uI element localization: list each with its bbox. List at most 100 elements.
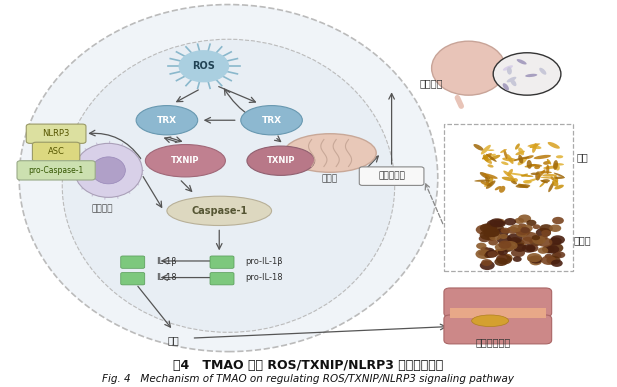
Circle shape	[495, 228, 509, 237]
Ellipse shape	[543, 161, 550, 165]
Circle shape	[529, 255, 543, 264]
Circle shape	[483, 231, 494, 238]
Ellipse shape	[536, 171, 540, 181]
Circle shape	[532, 224, 540, 229]
Circle shape	[518, 214, 531, 223]
Ellipse shape	[529, 145, 542, 149]
Circle shape	[509, 237, 521, 245]
Ellipse shape	[502, 158, 516, 161]
Circle shape	[476, 249, 491, 259]
Circle shape	[487, 251, 497, 257]
Ellipse shape	[511, 180, 517, 184]
Ellipse shape	[531, 173, 539, 175]
Circle shape	[520, 227, 530, 233]
Circle shape	[500, 244, 513, 252]
Circle shape	[529, 258, 542, 265]
Ellipse shape	[553, 160, 558, 170]
Text: TRX: TRX	[262, 116, 281, 125]
Ellipse shape	[518, 183, 524, 187]
Ellipse shape	[540, 180, 548, 183]
Ellipse shape	[486, 154, 497, 162]
Circle shape	[480, 261, 495, 270]
Ellipse shape	[471, 315, 508, 327]
Circle shape	[527, 253, 542, 262]
Circle shape	[495, 221, 506, 227]
Ellipse shape	[524, 164, 536, 168]
Circle shape	[179, 51, 228, 82]
Text: TXNIP: TXNIP	[267, 156, 295, 165]
Ellipse shape	[483, 154, 489, 162]
Text: TXNIP: TXNIP	[171, 156, 200, 165]
Ellipse shape	[482, 153, 492, 159]
Circle shape	[522, 244, 536, 253]
Ellipse shape	[556, 155, 563, 158]
Circle shape	[494, 249, 502, 255]
Circle shape	[491, 224, 504, 233]
Ellipse shape	[489, 181, 494, 186]
Ellipse shape	[515, 151, 525, 155]
Text: pro-IL-1β: pro-IL-1β	[246, 257, 283, 266]
Circle shape	[500, 228, 510, 234]
Circle shape	[547, 243, 563, 253]
Text: Caspase-1: Caspase-1	[191, 206, 247, 216]
Ellipse shape	[500, 149, 507, 153]
Circle shape	[481, 247, 489, 252]
Ellipse shape	[515, 144, 520, 150]
Circle shape	[545, 254, 553, 259]
Ellipse shape	[550, 176, 555, 180]
Ellipse shape	[547, 159, 551, 164]
Bar	[444, 124, 573, 271]
Circle shape	[505, 243, 515, 250]
Circle shape	[479, 230, 495, 240]
Ellipse shape	[514, 156, 529, 161]
Text: NLRP3: NLRP3	[43, 129, 70, 138]
Ellipse shape	[537, 169, 545, 178]
Circle shape	[480, 223, 494, 233]
Circle shape	[516, 243, 526, 249]
Circle shape	[549, 224, 561, 232]
Circle shape	[510, 224, 522, 232]
Ellipse shape	[516, 59, 527, 65]
Ellipse shape	[485, 176, 490, 186]
Circle shape	[495, 243, 507, 251]
Ellipse shape	[518, 147, 524, 155]
Ellipse shape	[510, 79, 516, 86]
Circle shape	[547, 256, 560, 265]
Ellipse shape	[508, 173, 525, 176]
Text: ROS: ROS	[193, 61, 215, 71]
Circle shape	[532, 236, 546, 244]
Ellipse shape	[501, 161, 508, 165]
Circle shape	[486, 250, 497, 258]
Circle shape	[513, 244, 526, 252]
Circle shape	[484, 253, 493, 258]
Ellipse shape	[555, 176, 565, 179]
Ellipse shape	[507, 154, 513, 164]
Ellipse shape	[482, 173, 498, 179]
Circle shape	[514, 240, 524, 246]
Ellipse shape	[507, 169, 513, 176]
Ellipse shape	[75, 143, 143, 197]
Circle shape	[507, 227, 518, 234]
Circle shape	[552, 252, 561, 258]
Ellipse shape	[503, 65, 513, 71]
Ellipse shape	[489, 155, 500, 160]
Ellipse shape	[539, 68, 547, 75]
Text: 炎症: 炎症	[167, 335, 179, 345]
Circle shape	[526, 245, 535, 251]
Ellipse shape	[518, 158, 527, 165]
Ellipse shape	[554, 175, 558, 183]
FancyBboxPatch shape	[450, 308, 545, 318]
Circle shape	[513, 256, 522, 262]
FancyBboxPatch shape	[121, 272, 145, 285]
Circle shape	[499, 234, 508, 239]
Ellipse shape	[136, 106, 197, 135]
Circle shape	[521, 224, 532, 232]
Circle shape	[481, 259, 492, 266]
Text: TRX: TRX	[157, 116, 177, 125]
Circle shape	[537, 238, 552, 247]
Ellipse shape	[554, 163, 560, 171]
Circle shape	[539, 235, 548, 240]
Circle shape	[489, 233, 501, 240]
FancyArrowPatch shape	[457, 98, 462, 106]
Circle shape	[483, 226, 497, 235]
